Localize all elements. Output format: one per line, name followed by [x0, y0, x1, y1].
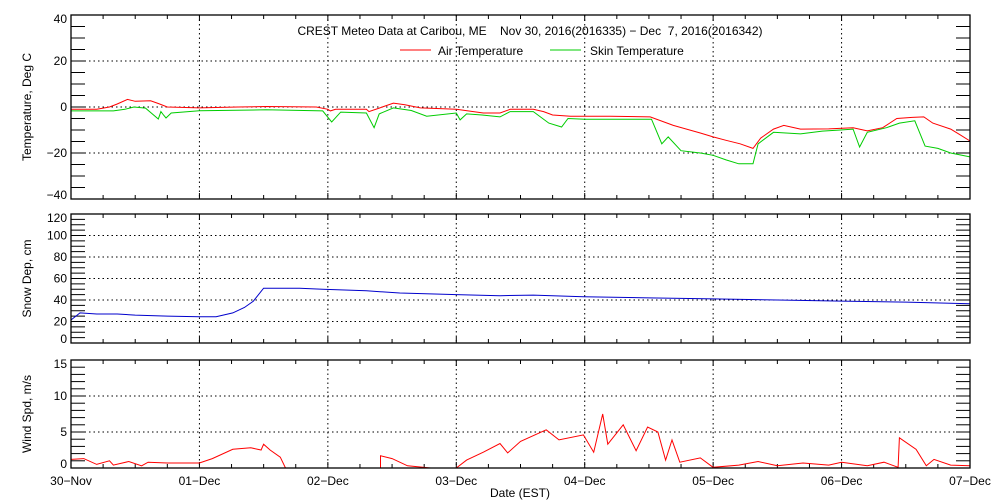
- y-tick-label: 40: [54, 293, 68, 307]
- y-tick-label: 0: [60, 457, 67, 471]
- panel-2: 0 20 40 60 80 100 120 Snow Dep, cm: [20, 211, 971, 346]
- legend: Air Temperature Skin Temperature: [400, 44, 684, 58]
- y-tick-label: 60: [54, 272, 68, 286]
- panel-3: 0 5 10 15 Wind Spd, m/s: [20, 357, 971, 471]
- x-tick-label: 05−Dec: [692, 474, 734, 488]
- series-line-air-temperature: [71, 98, 971, 149]
- y-axis-label: Wind Spd, m/s: [20, 375, 34, 453]
- x-tick-label: 03−Dec: [435, 474, 477, 488]
- series-line-snow-depth: [70, 287, 971, 321]
- x-tick-label: 30−Nov: [50, 474, 92, 488]
- y-tick-label: 40: [54, 12, 68, 26]
- y-tick-label: 120: [47, 211, 67, 225]
- y-tick-label: 0: [60, 332, 67, 346]
- x-tick-label: 07−Dec: [949, 474, 991, 488]
- y-tick-label: 100: [47, 229, 67, 243]
- y-tick-label: 15: [54, 357, 68, 371]
- x-tick-label: 04−Dec: [564, 474, 606, 488]
- chart-title: CREST Meteo Data at Caribou, ME Nov 30, …: [297, 24, 762, 38]
- y-tick-label: −40: [47, 188, 68, 202]
- y-tick-label: 10: [54, 389, 68, 403]
- legend-label-skin-temperature: Skin Temperature: [590, 44, 684, 58]
- y-axis-label: Snow Dep, cm: [20, 239, 34, 317]
- plot-frame: [70, 213, 971, 344]
- y-tick-label: −20: [47, 146, 68, 160]
- y-tick-label: 80: [54, 250, 68, 264]
- x-tick-label: 02−Dec: [307, 474, 349, 488]
- y-tick-label: 5: [60, 425, 67, 439]
- series-line-skin-temperature: [71, 106, 971, 165]
- y-axis-label: Temperature, Deg C: [20, 53, 34, 161]
- plot-frame: [70, 14, 971, 200]
- legend-label-air-temperature: Air Temperature: [438, 44, 523, 58]
- y-tick-label: 20: [54, 54, 68, 68]
- panel-1: −40 −20 0 20 40 Temperature, Deg C: [20, 12, 971, 202]
- series-line-wind-speed: [70, 413, 971, 469]
- x-tick-label: 01−Dec: [179, 474, 221, 488]
- x-tick-label: 06−Dec: [821, 474, 863, 488]
- x-axis-label: Date (EST): [490, 486, 550, 500]
- plot-frame: [70, 359, 971, 469]
- y-tick-label: 20: [54, 315, 68, 329]
- y-tick-label: 0: [60, 100, 67, 114]
